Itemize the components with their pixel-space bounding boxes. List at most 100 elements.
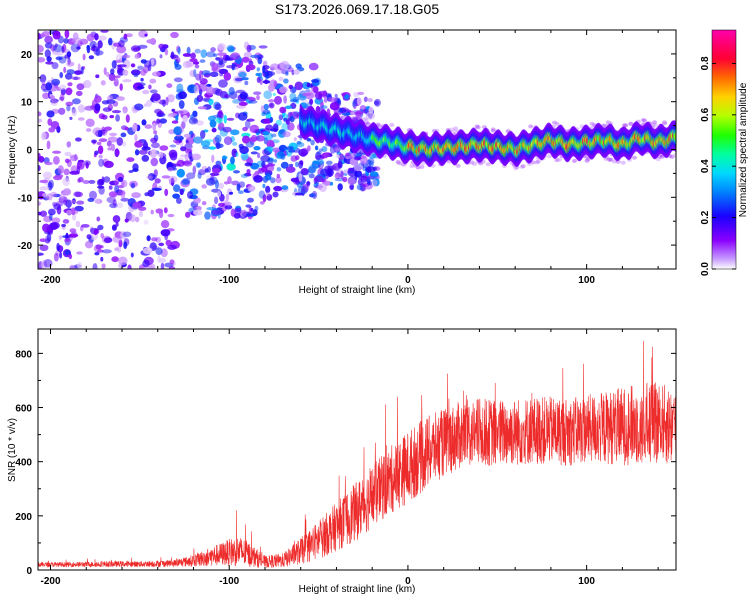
- spectrogram-cell: [282, 131, 291, 138]
- spectrogram-cell: [52, 30, 61, 40]
- spectrogram-cell: [142, 247, 153, 255]
- spectrogram-cell: [97, 224, 104, 231]
- spectrogram-cell: [97, 35, 107, 41]
- spectrogram-cell: [272, 93, 276, 96]
- spectrogram-cell: [365, 166, 376, 173]
- spectrogram-cell: [187, 191, 193, 199]
- spectrogram-cell: [520, 164, 526, 169]
- spectrogram-cell: [69, 116, 73, 120]
- spectrogram-cell: [356, 115, 362, 120]
- spectrogram-cell: [103, 176, 111, 183]
- spectrogram-cell: [289, 115, 295, 123]
- y-tick-label: -10: [18, 193, 33, 204]
- spectrogram-cell: [138, 149, 148, 155]
- colorbar: 0.0 0.2 0.4 0.6 0.8 Normalized spectral ampl…: [700, 29, 749, 276]
- spectrogram-cell: [268, 83, 275, 92]
- spectrogram-cell: [63, 199, 68, 206]
- spectrogram-cell: [249, 124, 260, 134]
- spectrogram-cell: [51, 44, 55, 53]
- spectrogram-cell: [76, 251, 83, 255]
- spectrogram-xlabel: Height of straight line (km): [299, 285, 416, 296]
- spectrogram-cell: [102, 107, 112, 112]
- spectrogram-cell: [640, 118, 646, 122]
- spectrogram-cell: [264, 70, 273, 79]
- spectrogram-cell: [321, 146, 328, 153]
- spectrogram-cell: [181, 120, 186, 129]
- spectrogram-cell: [192, 205, 202, 211]
- spectrogram-cell: [176, 159, 185, 167]
- spectrogram-cell: [302, 92, 312, 97]
- spectrogram-cell: [244, 172, 252, 177]
- spectrogram-cell: [163, 207, 168, 214]
- spectrogram-cell: [94, 198, 103, 204]
- spectrogram-cell: [44, 35, 53, 44]
- spectrogram-cell: [44, 49, 51, 58]
- spectrogram-cell: [519, 164, 525, 169]
- spectrogram-cell: [232, 141, 238, 146]
- spectrogram-cell: [94, 33, 99, 41]
- spectrogram-cell: [69, 155, 79, 162]
- spectrogram-cell: [162, 99, 166, 107]
- spectrogram-cell: [75, 137, 82, 142]
- spectrogram-cell: [211, 127, 217, 133]
- spectrogram-cell: [256, 67, 260, 72]
- spectrogram-cell: [96, 141, 102, 146]
- spectrogram-cell: [228, 87, 235, 96]
- spectrogram-cell: [341, 112, 351, 116]
- spectrogram-cell: [309, 98, 314, 105]
- spectrogram-cell: [316, 150, 322, 155]
- spectrogram-cell: [223, 136, 233, 146]
- spectrogram-cell: [74, 205, 84, 212]
- spectrogram-cell: [121, 180, 125, 187]
- spectrogram-cell: [215, 160, 222, 166]
- spectrogram-cell: [114, 75, 121, 79]
- spectrogram-cell: [296, 182, 303, 188]
- spectrogram-cell: [200, 49, 207, 58]
- spectrogram-cell: [189, 70, 196, 77]
- spectrogram-cell: [295, 161, 299, 168]
- x-tick-label: -100: [219, 576, 239, 587]
- spectrogram-cell: [196, 94, 204, 102]
- spectrogram-cell: [83, 160, 91, 167]
- spectrogram-cell: [89, 190, 97, 200]
- spectrogram-cell: [135, 216, 140, 223]
- spectrogram-cell: [166, 83, 173, 88]
- spectrogram-cell: [66, 104, 71, 112]
- spectrogram-cell: [320, 178, 326, 183]
- spectrogram-cell: [88, 55, 95, 60]
- spectrogram-cell: [238, 190, 244, 194]
- spectrogram-cell: [172, 193, 181, 199]
- spectrogram-cell: [205, 51, 216, 58]
- spectrogram-cell: [279, 86, 288, 94]
- spectrogram-cell: [250, 151, 258, 155]
- spectrogram-cell: [528, 124, 534, 129]
- spectrogram-cell: [325, 92, 332, 98]
- spectrogram-cell: [76, 200, 85, 205]
- y-tick-label: 0: [26, 146, 32, 157]
- spectrogram-cell: [73, 76, 79, 81]
- spectrogram-cell: [112, 199, 117, 207]
- spectrogram-cell: [623, 123, 629, 128]
- spectrogram-cell: [110, 68, 115, 75]
- spectrogram-cell: [273, 185, 283, 192]
- spectrogram-cell: [232, 99, 241, 104]
- spectrogram-cell: [318, 183, 327, 193]
- spectrogram-cell: [127, 264, 132, 269]
- spectrogram-cell: [103, 237, 113, 244]
- spectrogram-cell: [190, 52, 196, 60]
- spectrogram-cell: [46, 140, 51, 150]
- spectrogram-cell: [97, 145, 104, 155]
- spectrogram-cell: [115, 114, 120, 122]
- spectrogram-cell: [173, 126, 183, 136]
- spectrogram-cell: [176, 83, 184, 93]
- spectrogram-cell: [125, 114, 130, 123]
- spectrogram-cell: [235, 152, 239, 157]
- spectrogram-cell: [364, 117, 369, 125]
- spectrogram-cell: [162, 44, 169, 49]
- y-tick-label: 600: [15, 404, 32, 415]
- spectrogram-cell: [182, 178, 191, 185]
- spectrogram-cell: [266, 140, 275, 149]
- spectrogram-cell: [291, 69, 295, 76]
- spectrogram-cell: [315, 154, 325, 160]
